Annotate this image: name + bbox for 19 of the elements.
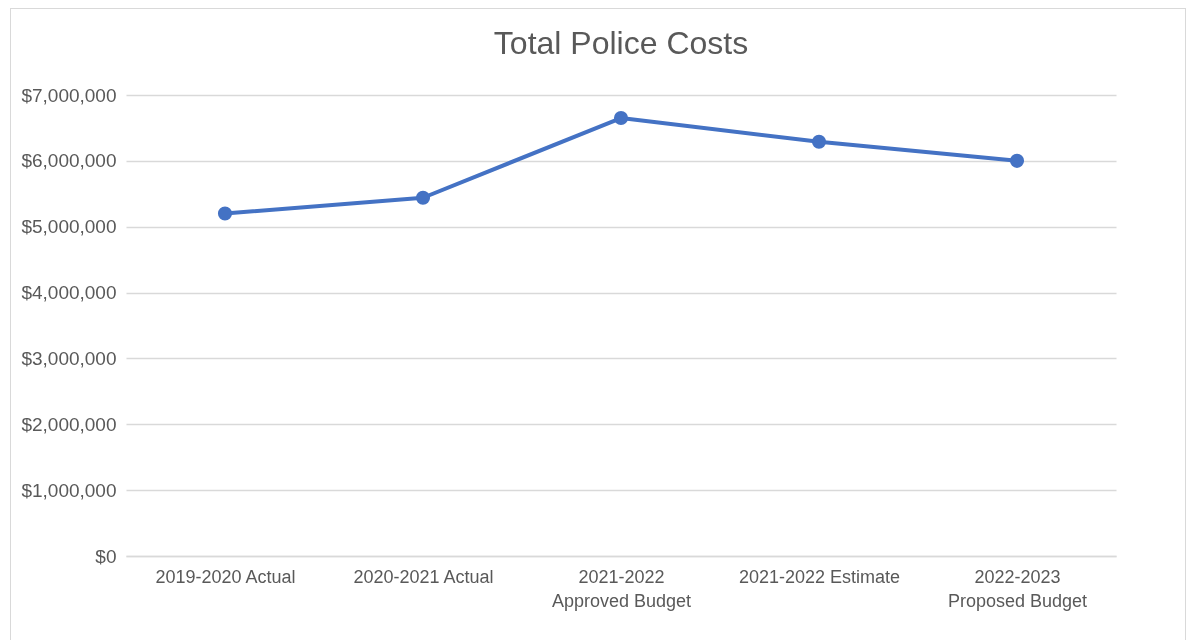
x-tick-label: 2022-2023 Proposed Budget [947, 566, 1088, 611]
point [613, 110, 629, 126]
y-tick-label: $0 [95, 545, 117, 567]
y-tick-label: $5,000,000 [21, 216, 117, 238]
point [415, 190, 431, 205]
point [1009, 153, 1025, 168]
x-tick-label: 2019-2020 Actual [155, 566, 296, 587]
point [217, 206, 233, 221]
y-tick-label: $1,000,000 [21, 479, 117, 501]
x-tick-label: 2021-2022 Approved Budget [551, 566, 692, 611]
y-tick-label: $6,000,000 [21, 150, 117, 172]
x-tick-label: 2021-2022 Estimate [738, 566, 901, 587]
point [811, 134, 827, 149]
y-tick-label: $2,000,000 [21, 413, 117, 435]
y-tick-label: $4,000,000 [21, 282, 117, 304]
x-tick-label: 2020-2021 Actual [353, 566, 494, 587]
y-tick-label: $3,000,000 [21, 347, 117, 369]
y-tick-label: $7,000,000 [21, 84, 117, 106]
chart-title: Total Police Costs [493, 25, 749, 61]
